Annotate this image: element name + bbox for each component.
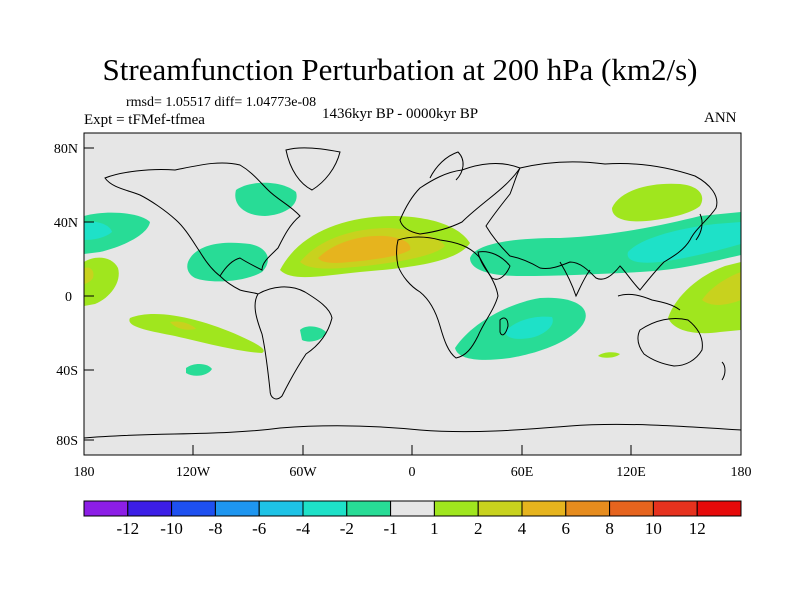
coast-new-zealand (721, 361, 726, 381)
lat-label-40n: 40N (54, 216, 78, 231)
colorbar-label: 2 (474, 519, 483, 538)
colorbar-box (609, 500, 654, 517)
colorbar-label: -8 (208, 519, 222, 538)
colorbar-box (390, 500, 435, 517)
colorbar-label: 12 (689, 519, 706, 538)
lon-label-180w: 180 (74, 465, 95, 480)
contour-pacific-east-core (84, 267, 94, 284)
colorbar-label: -12 (116, 519, 139, 538)
colorbar-box (302, 500, 348, 517)
lat-label-40s: 40S (56, 364, 78, 379)
colorbar-box (214, 500, 260, 517)
colorbar-label: -4 (296, 519, 311, 538)
coast-australia (637, 317, 703, 367)
colorbar-label: 8 (605, 519, 614, 538)
contour-atlantic-core (318, 235, 411, 263)
colorbar-label: 4 (518, 519, 527, 538)
map-title: Streamfunction Perturbation at 200 hPa (… (102, 52, 698, 87)
coast-south-america (254, 286, 333, 400)
contour-south-pacific (129, 314, 264, 353)
colorbar-label: 6 (562, 519, 571, 538)
coast-japan (695, 213, 703, 241)
contour-pacific-east (84, 257, 119, 306)
lon-label-60w: 60W (289, 465, 317, 480)
colorbar-label: -10 (160, 519, 183, 538)
contour-west-pacific-core (702, 272, 741, 305)
colorbar-box (346, 500, 392, 517)
season-label: ANN (704, 110, 737, 126)
lon-label-0: 0 (409, 465, 416, 480)
coast-indonesia (617, 293, 681, 311)
coast-india (559, 261, 591, 298)
period-label: 1436kyr BP - 0000kyr BP (322, 106, 479, 122)
axis-ticks (83, 147, 742, 455)
contour-south-africa (598, 352, 620, 358)
contour-indian-ocean-core (505, 316, 553, 339)
contour-indo-pacific-band (470, 212, 741, 276)
colorbar-box (652, 500, 698, 517)
colorbar-label: 1 (430, 519, 439, 538)
coast-madagascar (499, 317, 509, 336)
lon-label-120w: 120W (176, 465, 211, 480)
coast-north-america (104, 162, 301, 277)
coast-asia (485, 161, 718, 291)
rmsd-stats: rmsd= 1.05517 diff= 1.04773e-08 (126, 95, 317, 110)
contour-siberia (612, 183, 703, 222)
contour-south-pacific-small (186, 363, 212, 376)
coast-scandinavia (429, 151, 464, 181)
contour-east-pacific (84, 212, 150, 254)
colorbar-box (127, 500, 173, 517)
experiment-label: Expt = tFMef-tfmea (84, 112, 205, 128)
coastlines (84, 147, 741, 439)
coast-greenland (285, 147, 341, 191)
colorbar-box (565, 500, 611, 517)
lon-label-120e: 120E (616, 465, 646, 480)
colorbar (83, 500, 742, 517)
colorbar-labels: -12 -10 -8 -6 -4 -2 -1 1 2 4 6 8 10 12 (116, 519, 705, 538)
lat-label-80s: 80S (56, 434, 78, 449)
contour-caribbean (187, 242, 268, 282)
lon-label-180e: 180 (731, 465, 752, 480)
coast-europe (399, 163, 521, 235)
colorbar-box (433, 500, 479, 517)
contour-south-america (300, 326, 326, 342)
contour-east-pacific-core (84, 221, 112, 240)
coast-arabia (477, 251, 511, 280)
contour-fills (84, 182, 741, 376)
coast-africa (396, 236, 499, 359)
lat-label-0: 0 (65, 290, 72, 305)
contour-north-pacific-core (627, 222, 741, 263)
coast-central-america (219, 275, 259, 295)
colorbar-label: -1 (384, 519, 398, 538)
contour-north-atlantic (235, 182, 297, 216)
map-background (84, 133, 741, 455)
colorbar-box (171, 500, 216, 517)
colorbar-label: -6 (252, 519, 266, 538)
contour-south-pacific-core (170, 321, 196, 330)
colorbar-label: 10 (645, 519, 662, 538)
colorbar-box (696, 500, 742, 517)
colorbar-box (477, 500, 523, 517)
colorbar-box (258, 500, 304, 517)
lon-label-60e: 60E (511, 465, 534, 480)
contour-tibet (592, 247, 608, 257)
coast-antarctica (84, 423, 741, 439)
colorbar-box (83, 500, 129, 517)
colorbar-box (521, 500, 567, 517)
lat-label-80n: 80N (54, 142, 78, 157)
colorbar-label: -2 (340, 519, 354, 538)
